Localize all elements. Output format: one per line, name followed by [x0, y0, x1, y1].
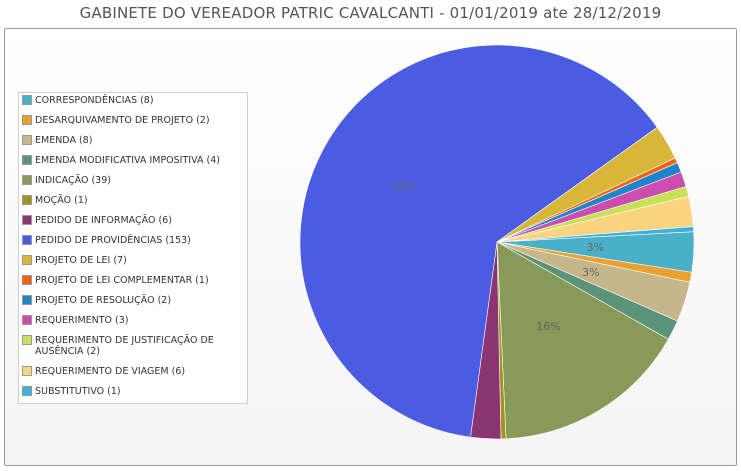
legend-item[interactable]: EMENDA MODIFICATIVA IMPOSITIVA (4) — [21, 155, 247, 166]
legend-swatch — [22, 115, 32, 125]
legend-swatch — [22, 366, 32, 376]
legend-label: PROJETO DE LEI (7) — [35, 255, 127, 266]
legend-label: MOÇÃO (1) — [35, 195, 88, 206]
slice-percent-label: 3% — [587, 241, 604, 254]
legend-item[interactable]: CORRESPONDÊNCIAS (8) — [21, 95, 247, 106]
legend-swatch — [22, 275, 32, 285]
legend-swatch — [22, 95, 32, 105]
legend-label: REQUERIMENTO DE VIAGEM (6) — [35, 366, 186, 377]
legend-swatch — [22, 255, 32, 265]
legend-swatch — [22, 235, 32, 245]
slice-percent-label: 63% — [392, 180, 416, 193]
legend-item[interactable]: PROJETO DE LEI COMPLEMENTAR (1) — [21, 275, 247, 286]
legend-item[interactable]: REQUERIMENTO DE VIAGEM (6) — [21, 366, 247, 377]
slice-percent-label: 16% — [536, 320, 560, 333]
pie-slice[interactable] — [496, 241, 669, 440]
legend-label: PROJETO DE LEI COMPLEMENTAR (1) — [35, 275, 209, 286]
legend-swatch — [22, 175, 32, 185]
chart-title: GABINETE DO VEREADOR PATRIC CAVALCANTI -… — [79, 4, 662, 22]
legend-swatch — [22, 195, 32, 205]
legend-swatch — [22, 135, 32, 145]
slice-percent-label: 3% — [582, 266, 599, 279]
pie-slice[interactable] — [299, 44, 658, 438]
legend-swatch — [22, 315, 32, 325]
legend-swatch — [22, 215, 32, 225]
legend-item[interactable]: SUBSTITUTIVO (1) — [21, 386, 247, 397]
legend-swatch — [22, 155, 32, 165]
legend: CORRESPONDÊNCIAS (8) DESARQUIVAMENTO DE P… — [18, 92, 248, 404]
legend-label: PEDIDO DE PROVIDÊNCIAS (153) — [35, 235, 191, 246]
legend-label: CORRESPONDÊNCIAS (8) — [35, 95, 154, 106]
legend-label: SUBSTITUTIVO (1) — [35, 386, 121, 397]
legend-item[interactable]: INDICAÇÃO (39) — [21, 175, 247, 186]
legend-item[interactable]: PEDIDO DE INFORMAÇÃO (6) — [21, 215, 247, 226]
legend-item[interactable]: EMENDA (8) — [21, 135, 247, 146]
legend-label: DESARQUIVAMENTO DE PROJETO (2) — [35, 115, 210, 126]
legend-item[interactable]: PROJETO DE RESOLUÇÃO (2) — [21, 295, 247, 306]
legend-item[interactable]: MOÇÃO (1) — [21, 195, 247, 206]
legend-item[interactable]: DESARQUIVAMENTO DE PROJETO (2) — [21, 115, 247, 126]
legend-label: EMENDA MODIFICATIVA IMPOSITIVA (4) — [35, 155, 220, 166]
pie-slice[interactable] — [496, 226, 695, 243]
legend-swatch — [22, 335, 32, 345]
legend-swatch — [22, 386, 32, 396]
legend-label: PEDIDO DE INFORMAÇÃO (6) — [35, 215, 172, 226]
legend-item[interactable]: PROJETO DE LEI (7) — [21, 255, 247, 266]
legend-swatch — [22, 295, 32, 305]
legend-label: INDICAÇÃO (39) — [35, 175, 111, 186]
legend-item[interactable]: REQUERIMENTO (3) — [21, 315, 247, 326]
legend-item[interactable]: PEDIDO DE PROVIDÊNCIAS (153) — [21, 235, 247, 246]
legend-item[interactable]: REQUERIMENTO DE JUSTIFICAÇÃO DE AUSÊNCIA… — [21, 335, 247, 357]
legend-label: REQUERIMENTO (3) — [35, 315, 129, 326]
legend-label: EMENDA (8) — [35, 135, 93, 146]
legend-label: REQUERIMENTO DE JUSTIFICAÇÃO DE AUSÊNCIA… — [35, 335, 214, 357]
legend-label: PROJETO DE RESOLUÇÃO (2) — [35, 295, 172, 306]
